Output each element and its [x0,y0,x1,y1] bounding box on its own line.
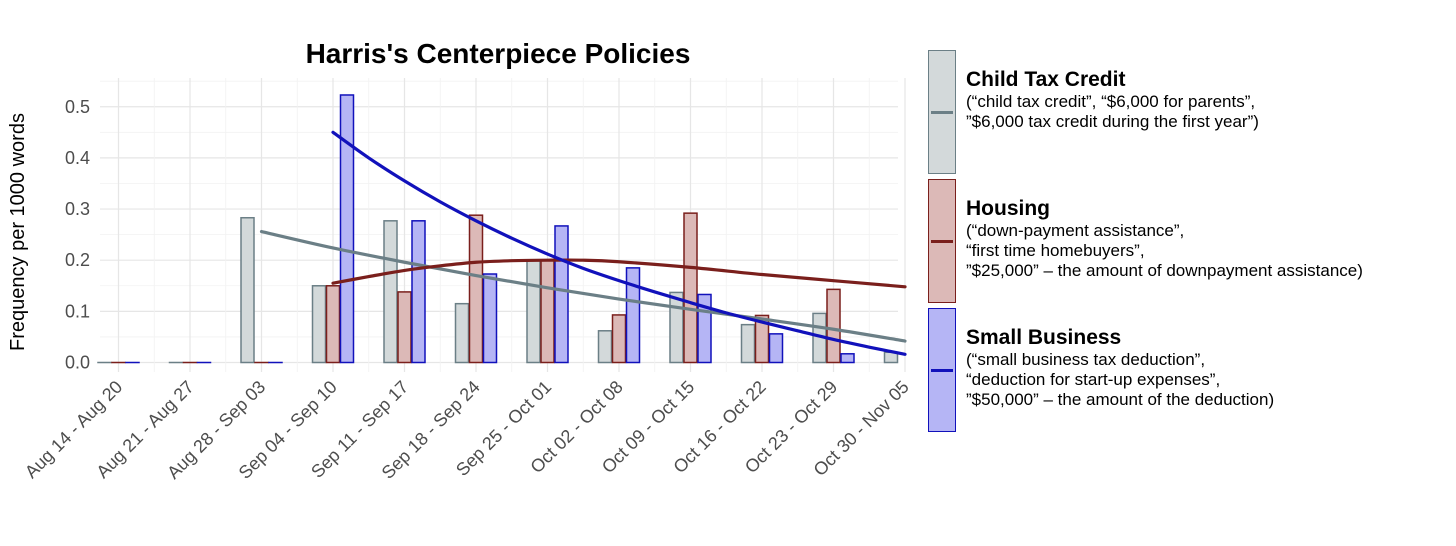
bar-child-tax-credit [526,259,541,364]
y-tick-label: 0.3 [65,199,90,219]
bar-housing [683,212,698,364]
bar-housing [325,285,341,364]
y-tick-label: 0.2 [65,250,90,270]
bar-child-tax-credit [311,285,327,364]
y-tick-label: 0.0 [65,353,90,373]
legend-description: (“small business tax deduction”, “deduct… [966,350,1275,409]
bar-housing [468,214,484,364]
y-axis-ticks: 0.0 0.1 0.2 0.3 0.4 0.5 [65,97,90,373]
bar-child-tax-credit [383,220,398,364]
legend-key-small-business [928,308,956,432]
y-tick-label: 0.5 [65,97,90,117]
bar-child-tax-credit [669,291,684,364]
bar-child-tax-credit [454,302,470,364]
legend-description: (“child tax credit”, “$6,000 for parents… [966,92,1259,131]
bars [97,94,899,364]
legend-title: Child Tax Credit [966,68,1126,91]
legend-item-child-tax-credit: Child Tax Credit (“child tax credit”, “$… [928,50,1448,179]
legend-key-line [931,239,953,243]
bar-housing [826,288,841,364]
legend-item-small-business: Small Business (“small business tax dedu… [928,308,1448,437]
bar-housing [611,314,627,364]
bar-housing [397,291,412,364]
legend-title: Small Business [966,326,1122,349]
trend-lines [259,130,907,356]
bar-small-business [339,94,355,364]
bar-small-business [840,353,855,364]
bar-child-tax-credit [740,323,756,364]
y-tick-label: 0.1 [65,301,90,321]
bar-small-business [554,225,569,364]
trend-line-child-tax-credit [259,229,907,343]
bar-small-business [482,273,498,364]
legend-key-housing [928,179,956,303]
legend-key-line [931,368,953,372]
bar-child-tax-credit [597,330,613,364]
legend-item-housing: Housing (“down-payment assistance”, “fir… [928,179,1448,308]
bar-housing [540,259,555,364]
bar-housing [754,314,770,364]
legend-key-child-tax-credit [928,50,956,174]
legend: Child Tax Credit (“child tax credit”, “$… [928,50,1448,437]
y-tick-label: 0.4 [65,148,90,168]
legend-key-line [931,110,953,114]
bar-child-tax-credit [240,216,255,364]
trend-line-small-business [331,130,907,356]
bar-small-business [411,220,426,364]
trend-line-housing [331,258,907,289]
legend-description: (“down-payment assistance”, “first time … [966,221,1363,280]
bar-small-business [625,267,641,364]
bar-small-business [768,333,784,364]
legend-title: Housing [966,197,1050,220]
y-axis-label: Frequency per 1000 words [7,113,29,351]
chart-title: Harris's Centerpiece Policies [306,38,691,69]
